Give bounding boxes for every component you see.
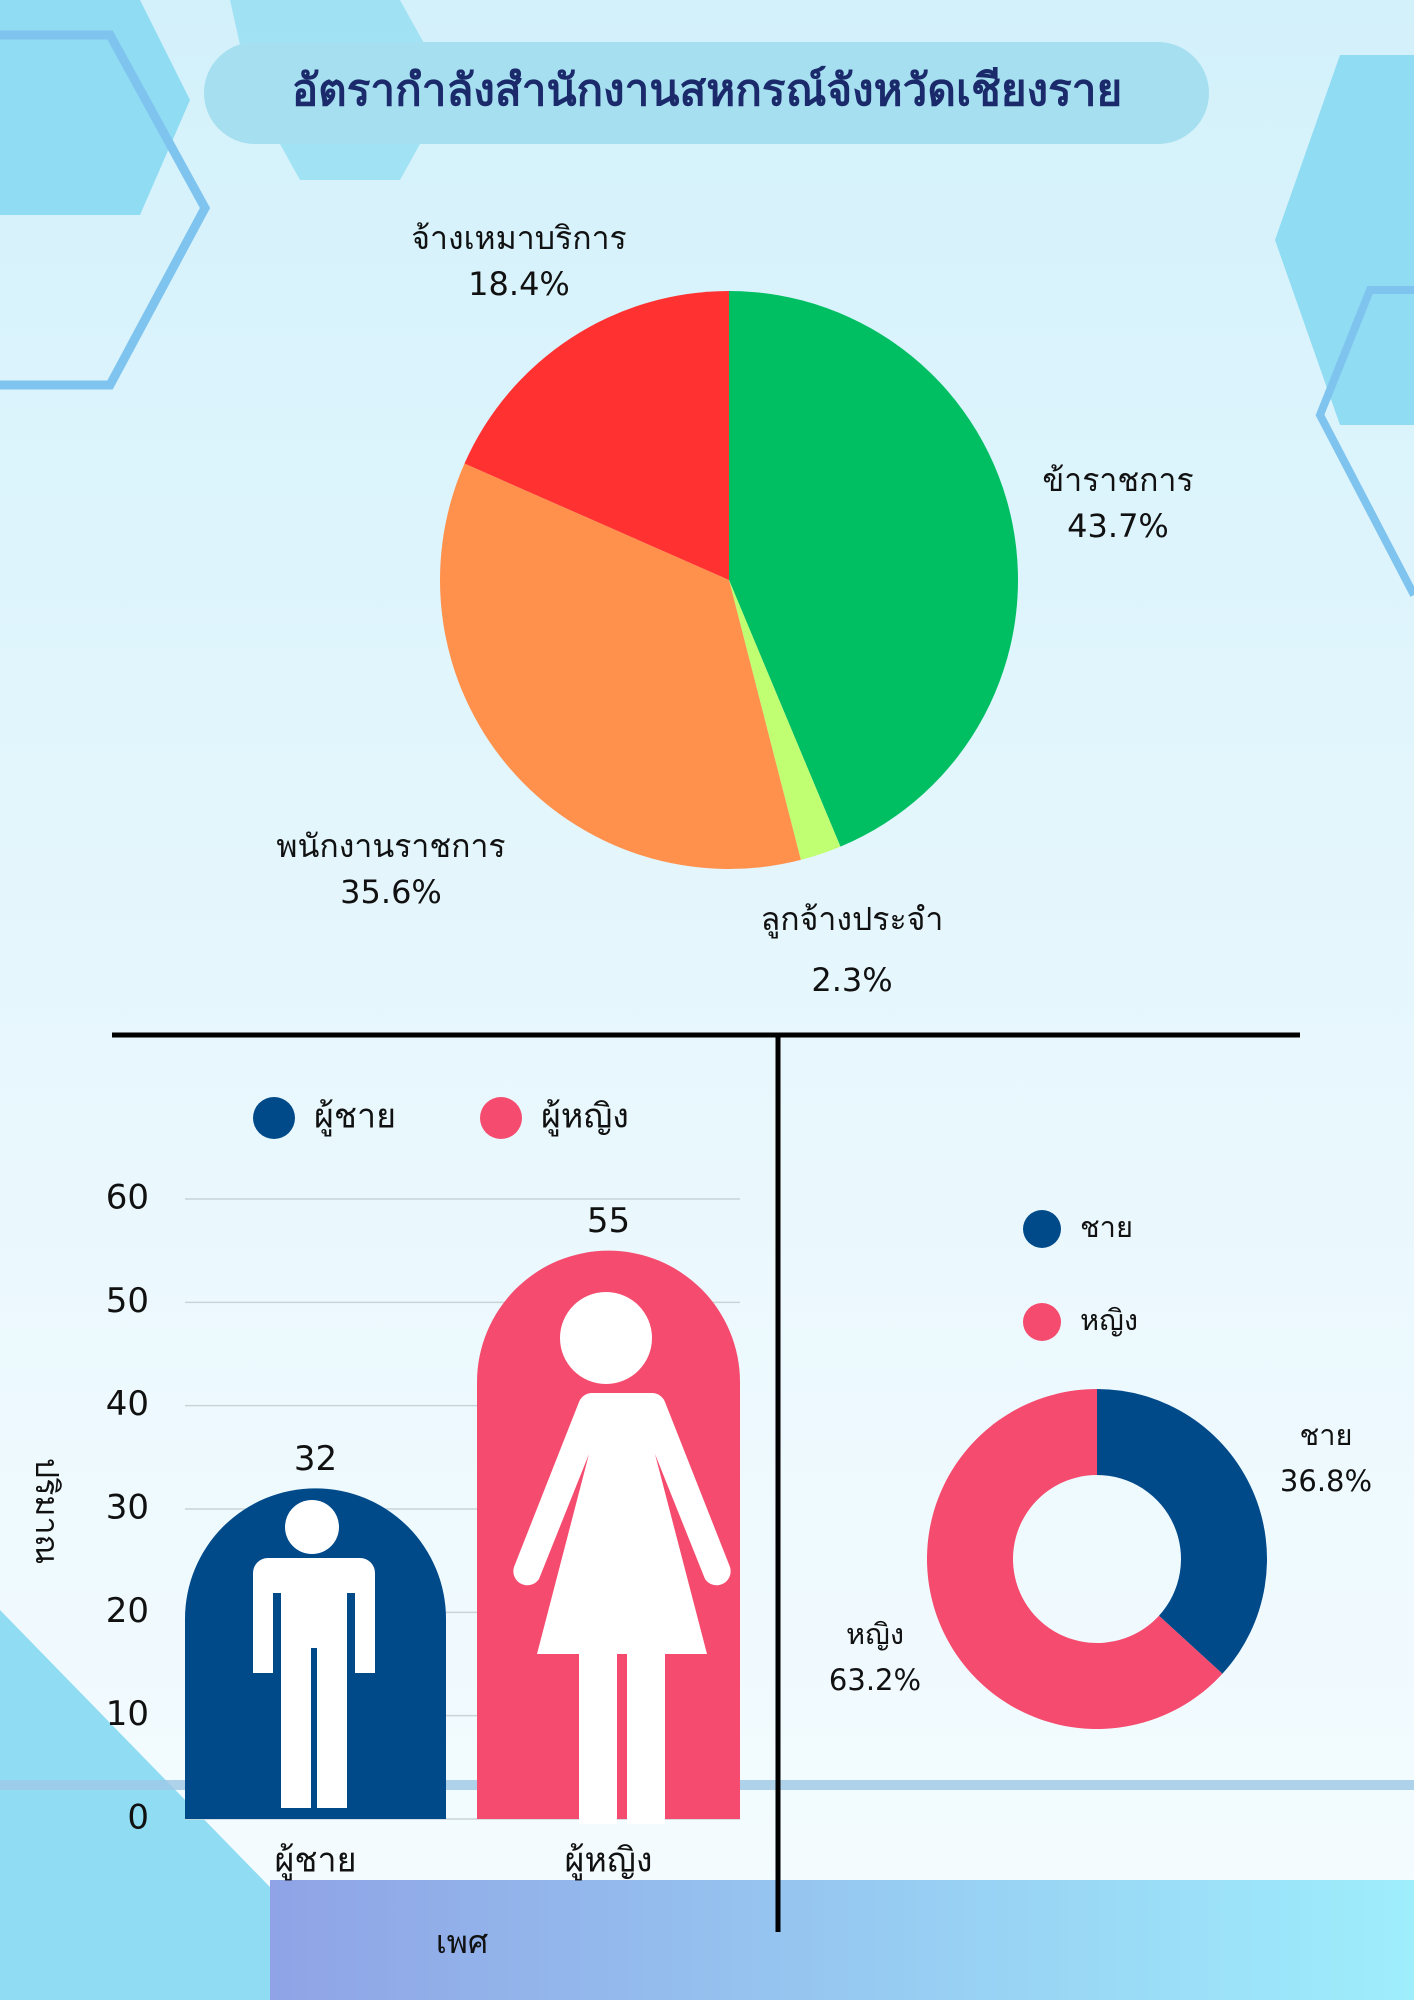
y-tick-label: 50: [106, 1281, 149, 1321]
slice: [1097, 1389, 1267, 1674]
value-label: 36.8%: [1280, 1464, 1372, 1498]
value-label: 18.4%: [468, 265, 570, 303]
legend-marker: [1023, 1303, 1061, 1341]
female-icon: [513, 1393, 731, 1824]
value-label: 63.2%: [829, 1663, 921, 1697]
slice-label: ข้าราชการ: [1042, 461, 1193, 499]
value-label: 32: [294, 1439, 337, 1479]
legend-label: ผู้ชาย: [314, 1097, 396, 1137]
y-tick-label: 10: [106, 1694, 149, 1734]
value-label: 2.3%: [811, 961, 892, 999]
hexagon-outline: [1315, 286, 1414, 597]
slice-label: หญิง: [846, 1617, 904, 1651]
legend-label: ชาย: [1080, 1210, 1133, 1244]
title: อัตรากำลังสำนักงานสหกรณ์จังหวัดเชียงราย: [292, 65, 1122, 116]
slice-label: ชาย: [1300, 1418, 1353, 1452]
slice-label: พนักงานราชการ: [276, 827, 505, 865]
slice: [926, 1389, 1223, 1730]
value-label: 35.6%: [340, 873, 442, 911]
value-label: 55: [587, 1201, 630, 1241]
y-tick-label: 40: [106, 1384, 149, 1424]
male-icon: [285, 1500, 339, 1554]
slice: [729, 291, 1018, 847]
hexagon-decor: [0, 0, 190, 215]
x-axis-label: เพศ: [436, 1923, 488, 1961]
hexagon-outline: [0, 30, 211, 390]
bar: [185, 1488, 446, 1819]
legend-marker: [253, 1097, 295, 1139]
slice: [439, 463, 801, 869]
y-tick-label: 20: [106, 1591, 149, 1631]
legend-label: ผู้หญิง: [541, 1097, 629, 1137]
legend-label: หญิง: [1080, 1303, 1138, 1337]
y-axis-label: ปริมาณ: [28, 1458, 66, 1564]
hexagon-decor: [1275, 55, 1414, 425]
female-icon: [560, 1292, 652, 1384]
slice: [464, 291, 729, 580]
title-pill: [204, 42, 1209, 144]
value-label: 43.7%: [1067, 507, 1169, 545]
male-icon: [253, 1558, 375, 1808]
slice-label: ลูกจ้างประจำ: [761, 900, 944, 939]
figure-icons: [253, 1292, 731, 1824]
x-tick-label: ผู้หญิง: [565, 1841, 653, 1881]
y-tick-label: 60: [106, 1178, 149, 1218]
legend-marker: [1023, 1210, 1061, 1248]
y-tick-label: 0: [127, 1798, 149, 1838]
footer-band: [270, 1880, 1414, 2000]
slice: [729, 580, 841, 860]
y-tick-label: 30: [106, 1488, 149, 1528]
legend-marker: [480, 1097, 522, 1139]
slice-label: จ้างเหมาบริการ: [411, 219, 626, 257]
x-tick-label: ผู้ชาย: [274, 1841, 356, 1881]
